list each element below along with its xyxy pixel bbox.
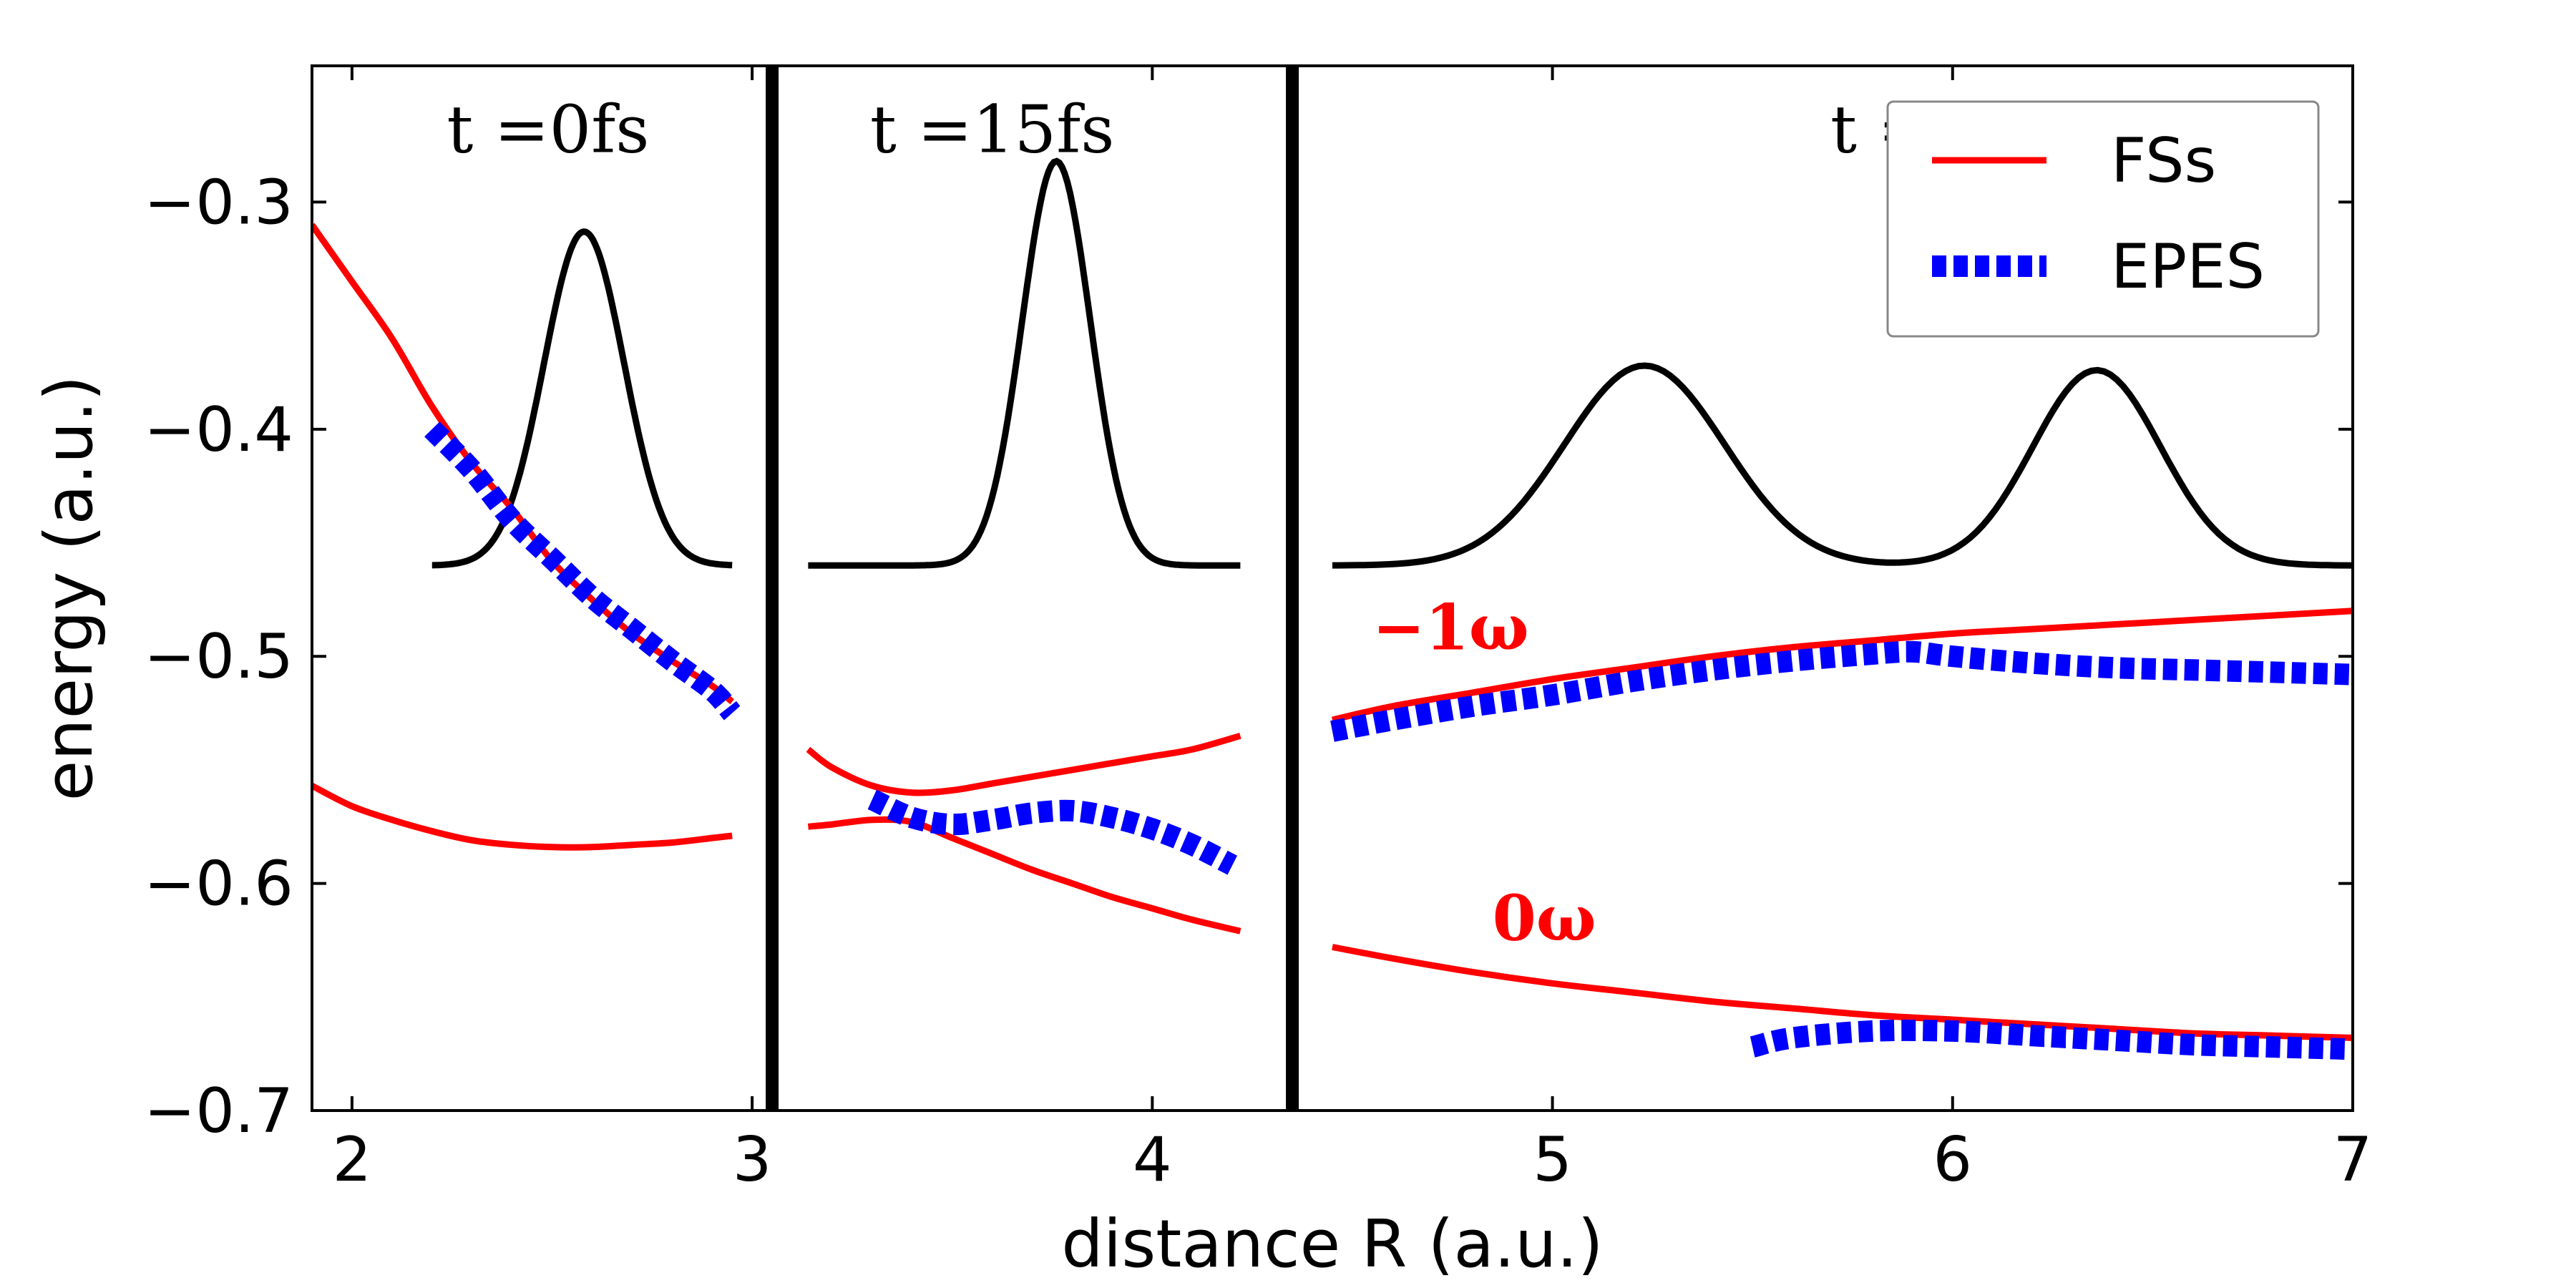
fss-curve-1 xyxy=(312,783,733,851)
data-curves xyxy=(312,157,2353,1060)
annotation-1: 0ω xyxy=(1493,881,1596,955)
x-tick-label-7: 7 xyxy=(2333,1124,2373,1196)
epes-curve-2 xyxy=(1330,640,2353,742)
y-axis-label: energy (a.u.) xyxy=(31,376,107,801)
axis-ticks xyxy=(312,66,2354,1112)
y-tick-label-1: −0.4 xyxy=(144,394,293,466)
text-labels: 2 3 4 5 6 7−0.3−0.4−0.5−0.6−0.7t =0fs t =15fs t… xyxy=(144,92,2372,1196)
y-tick-label-4: −0.7 xyxy=(144,1075,293,1147)
time-label-1: t =15fs xyxy=(870,92,1115,168)
y-tick-label-2: −0.5 xyxy=(144,621,293,693)
wavepacket-15fs xyxy=(808,157,1241,569)
epes-curve-1 xyxy=(867,789,1238,875)
wavepacket-0fs xyxy=(431,228,733,569)
wavepacket-30fs xyxy=(1332,362,2353,569)
x-tick-label-2: 2 xyxy=(333,1124,372,1196)
time-label-0: t =0fs xyxy=(447,92,649,168)
x-tick-label-6: 6 xyxy=(1933,1124,1972,1196)
legend-epes-label: EPES xyxy=(2111,231,2265,303)
y-tick-label-0: −0.3 xyxy=(144,167,293,238)
panel-dividers xyxy=(766,66,1299,1111)
epes-curve-3 xyxy=(1750,1019,2353,1060)
legend: FSs EPES xyxy=(1886,100,2320,338)
plot-frame xyxy=(311,64,2354,1112)
fss-curve-5 xyxy=(1332,944,2353,1041)
y-tick-label-3: −0.6 xyxy=(144,849,293,920)
x-tick-label-3: 3 xyxy=(733,1124,772,1196)
x-tick-label-5: 5 xyxy=(1533,1124,1572,1196)
legend-fss-label: FSs xyxy=(2111,125,2216,197)
epes-curve-0 xyxy=(424,421,741,721)
annotation-0: −1ω xyxy=(1372,590,1529,665)
x-axis-label: distance R (a.u.) xyxy=(1061,1206,1603,1282)
fss-curve-3 xyxy=(807,816,1241,935)
fss-curve-4 xyxy=(1331,608,2353,723)
fss-curve-2 xyxy=(806,732,1241,796)
x-tick-label-4: 4 xyxy=(1133,1124,1172,1196)
